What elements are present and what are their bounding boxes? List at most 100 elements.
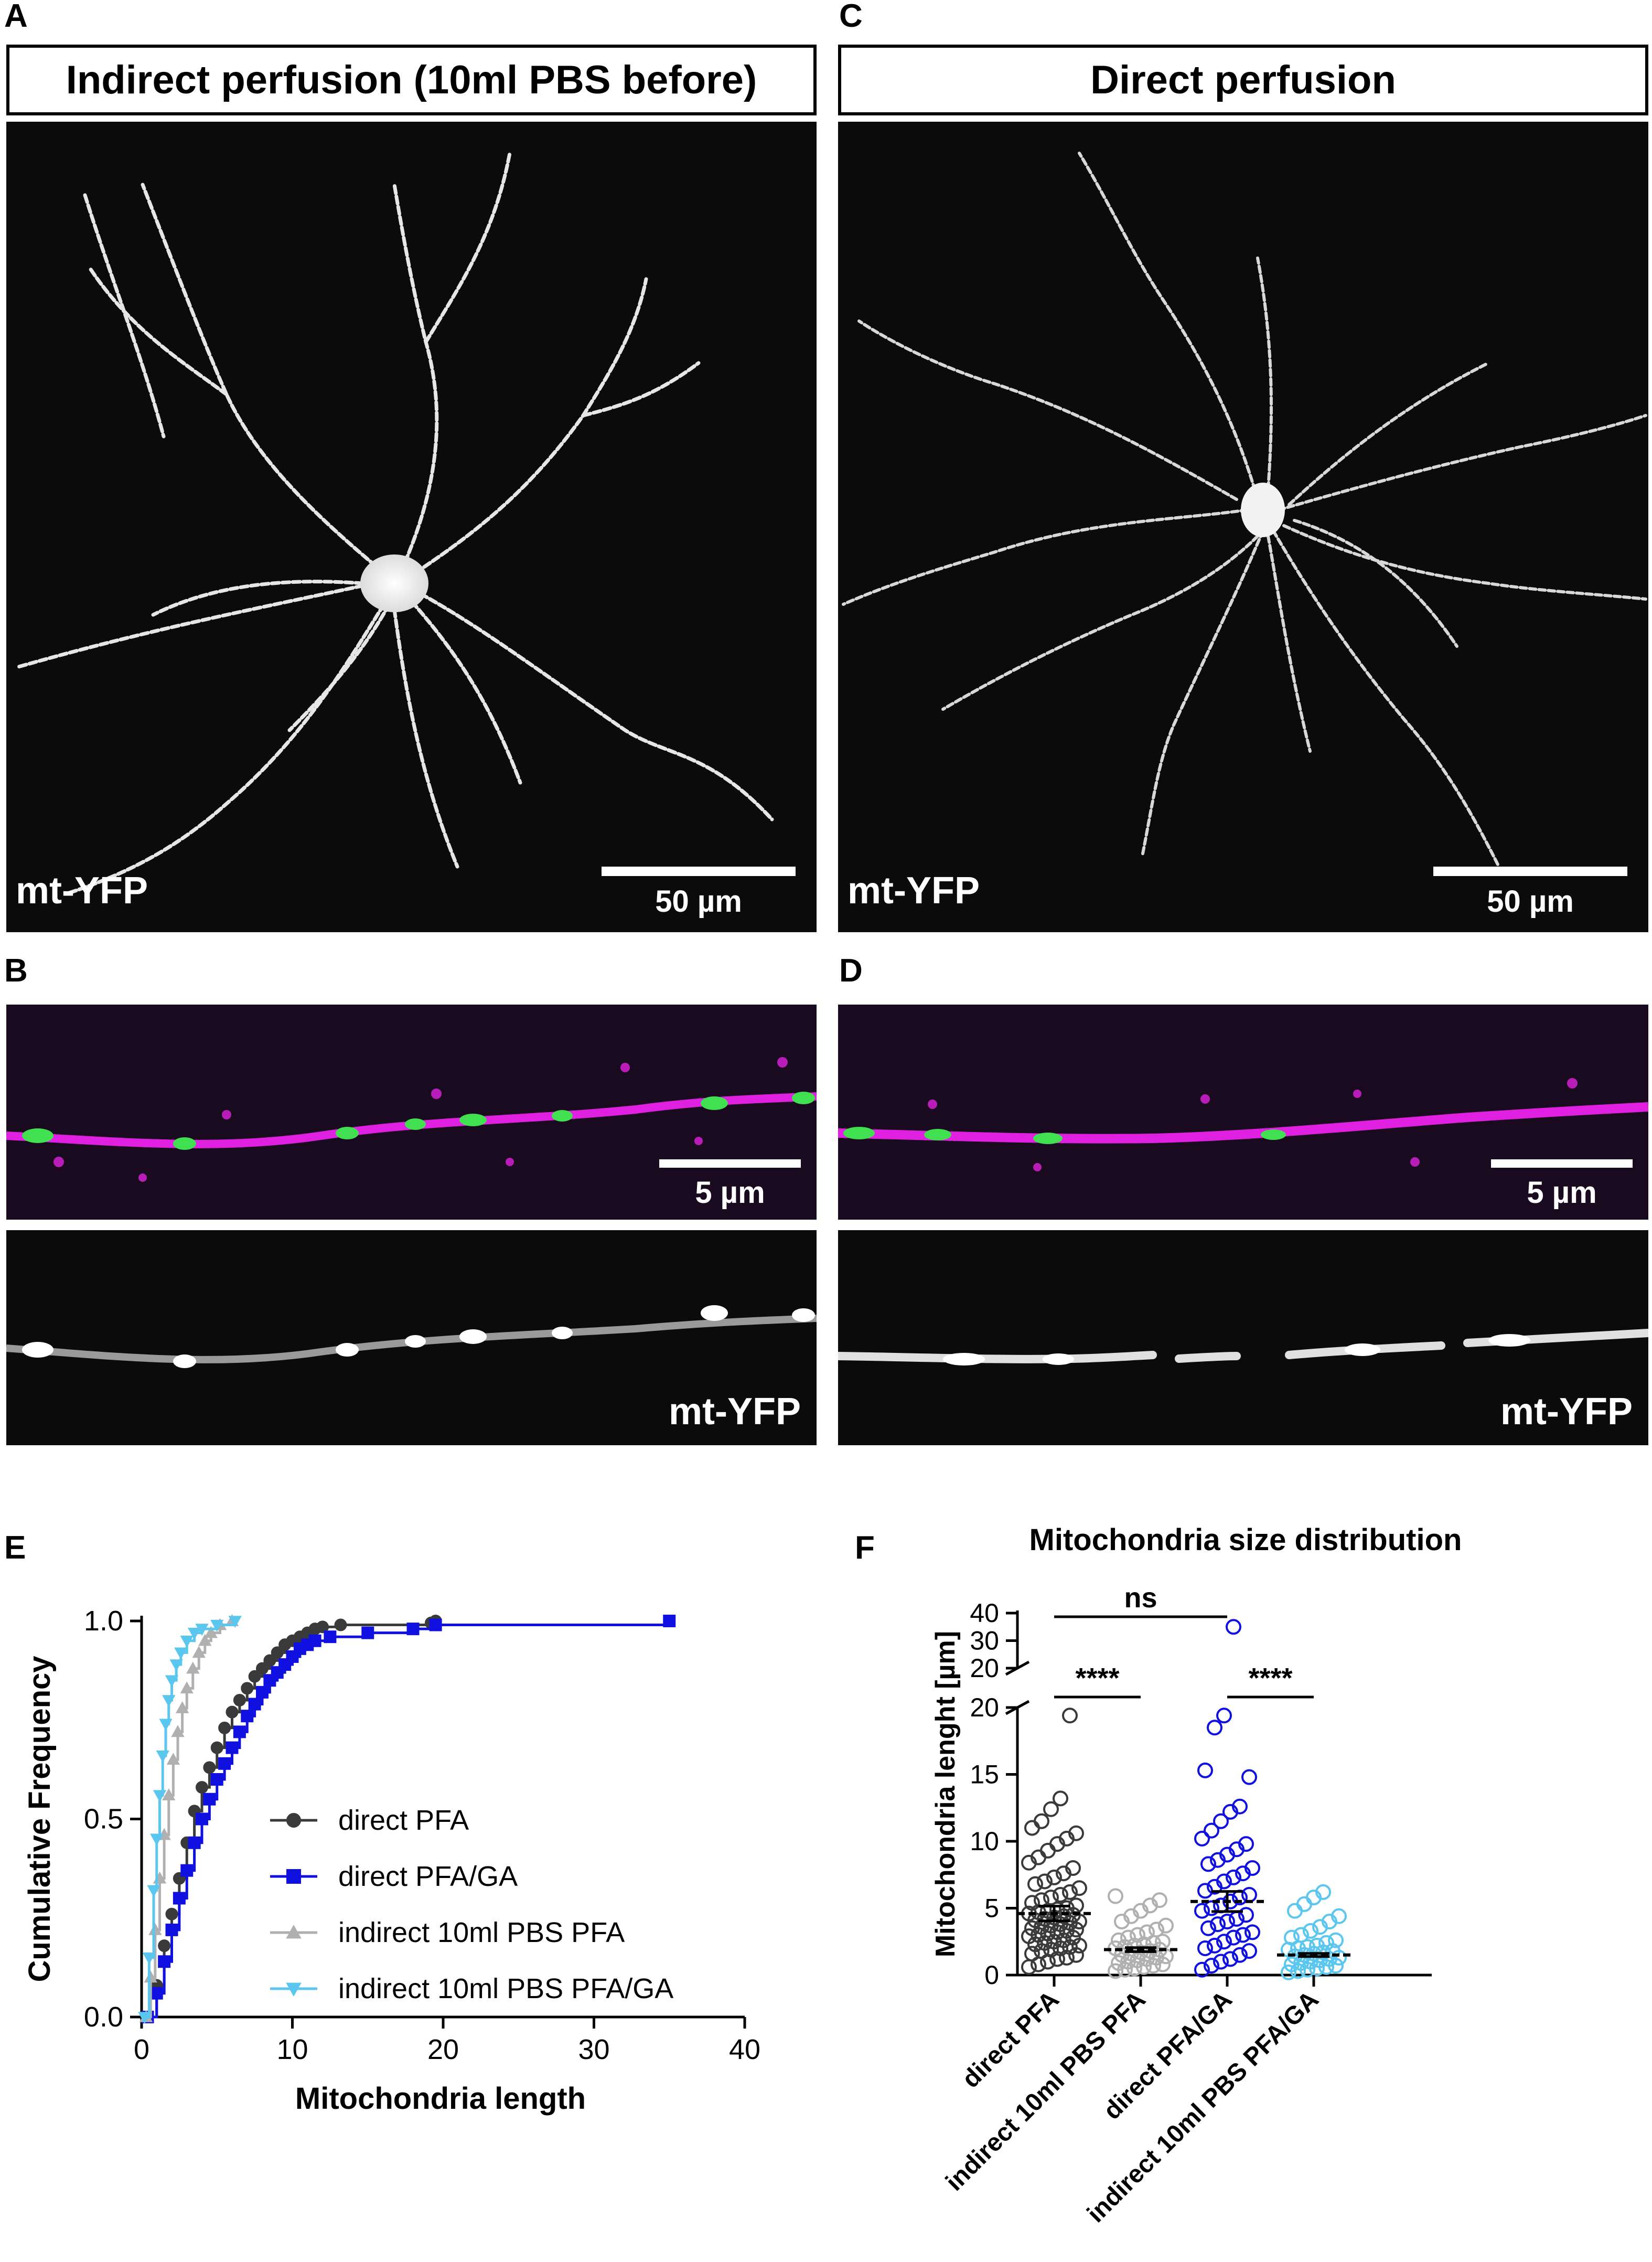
data-point-2	[1219, 1914, 1235, 1929]
scale-label-d: 5 µm	[1527, 1176, 1597, 1210]
series-point-1	[218, 1757, 231, 1770]
x-tick-label: 40	[729, 2034, 760, 2065]
data-point-1	[1139, 1924, 1155, 1940]
data-point-2	[1213, 1954, 1229, 1970]
scale-label-a: 50 µm	[655, 884, 742, 919]
series-point-0	[271, 1646, 284, 1659]
series-point-1	[196, 1812, 208, 1826]
scale-bar-c	[1433, 867, 1627, 876]
y-axis-label: Mitochondria lenght [µm]	[930, 1631, 961, 1957]
data-point-1	[1108, 1888, 1123, 1904]
y-tick-label: 5	[984, 1894, 999, 1923]
x-tick-label: 20	[427, 2034, 459, 2065]
data-point-0	[1024, 1895, 1040, 1911]
series-point-2	[175, 1701, 189, 1713]
data-point-0	[1037, 1873, 1053, 1890]
data-point-0	[1024, 1946, 1040, 1962]
dendrite-yfp-d	[838, 1329, 1648, 1365]
series-point-1	[150, 1987, 163, 2000]
series-point-2	[162, 1788, 176, 1800]
data-point-3	[1331, 1908, 1347, 1924]
series-point-0	[248, 1670, 261, 1683]
series-point-1	[188, 1836, 201, 1849]
series-point-1	[406, 1623, 420, 1636]
data-point-2	[1204, 1822, 1219, 1839]
x-tick-label: 30	[578, 2034, 609, 2065]
panel-letter-a: A	[4, 0, 28, 34]
series-point-0	[226, 1705, 239, 1719]
series-point-3	[165, 1675, 179, 1688]
data-point-2	[1207, 1937, 1222, 1954]
series-point-3	[180, 1635, 194, 1648]
stain-label-c: mt-YFP	[848, 870, 980, 912]
panel-letter-c: C	[839, 0, 863, 34]
data-point-0	[1040, 1842, 1056, 1859]
series-point-1	[233, 1725, 246, 1738]
series-point-0	[165, 1907, 178, 1920]
data-point-1	[1130, 1927, 1145, 1943]
cumulative-frequency-chart: 0 10 20 30 40 0.0 0.5 1.0 Mitochondria length Cum…	[23, 1605, 760, 2116]
data-point-0	[1046, 1869, 1062, 1885]
data-point-1	[1111, 1955, 1127, 1971]
panel-letter-f: F	[855, 1530, 875, 1566]
series-point-3	[142, 1952, 156, 1965]
series-point-2	[186, 1661, 200, 1674]
series-point-0	[196, 1781, 208, 1794]
y-tick-label: 30	[970, 1626, 999, 1656]
series-point-1	[429, 1618, 442, 1631]
panel-c-title: Direct perfusion	[838, 45, 1648, 115]
data-point-2	[1194, 1830, 1210, 1847]
series-point-0	[263, 1654, 276, 1667]
data-point-2	[1197, 1940, 1213, 1956]
data-point-2	[1235, 1927, 1251, 1943]
series-point-3	[147, 1885, 160, 1897]
series-point-3	[195, 1624, 209, 1636]
data-point-2	[1200, 1856, 1216, 1872]
data-point-2	[1216, 1873, 1232, 1890]
x-axis-label: Mitochondria length	[295, 2082, 586, 2116]
legend-label: direct PFA	[338, 1805, 469, 1836]
dendrite-merge-b	[6, 1057, 817, 1182]
series-point-0	[233, 1694, 246, 1706]
data-point-3	[1315, 1884, 1331, 1900]
series-point-2	[204, 1626, 218, 1638]
data-point-3	[1303, 1923, 1318, 1939]
neuron-image-a	[15, 151, 774, 895]
series-point-1	[308, 1634, 321, 1647]
y-tick-label: 10	[970, 1827, 999, 1856]
scale-label-c: 50 µm	[1487, 884, 1574, 919]
data-point-0	[1068, 1897, 1084, 1914]
series-point-1	[256, 1685, 269, 1699]
data-point-2	[1204, 1900, 1219, 1916]
scale-bar-b	[659, 1159, 801, 1168]
series-point-3	[156, 1750, 169, 1763]
legend-marker	[286, 1813, 301, 1828]
significance-label: ****	[1075, 1662, 1119, 1694]
y-tick-label: 40	[970, 1598, 999, 1628]
series-point-1	[248, 1698, 261, 1711]
panel-d-yfp: mt-YFP	[838, 1230, 1648, 1445]
data-point-2	[1200, 1920, 1216, 1936]
series-line-2	[146, 1621, 233, 2019]
panel-b-merge: 5 µm	[6, 1005, 817, 1220]
panel-a-micrograph: mt-YFP 50 µm	[6, 122, 817, 932]
data-point-3	[1296, 1896, 1312, 1912]
x-tick-label: 0	[134, 2034, 149, 2065]
y-tick-label: 0.5	[84, 1804, 123, 1835]
series-point-2	[148, 1923, 162, 1935]
size-distribution-chart: Mitochondria size distribution 0 5 10 15 20 20…	[930, 1523, 1462, 2228]
data-point-1	[1108, 1963, 1123, 1979]
data-point-0	[1024, 1920, 1040, 1936]
data-point-3	[1284, 1956, 1300, 1972]
series-point-1	[180, 1864, 194, 1877]
y-tick-label: 0.0	[84, 2001, 123, 2033]
legend-marker	[286, 1869, 301, 1884]
panel-d-merge: 5 µm	[838, 1005, 1648, 1220]
data-point-2	[1194, 1961, 1210, 1978]
series-point-1	[324, 1630, 337, 1644]
data-point-1	[1120, 1929, 1136, 1946]
series-point-2	[144, 1970, 157, 1983]
panel-c-micrograph: mt-YFP 50 µm	[838, 122, 1648, 932]
significance-label: ns	[1124, 1582, 1157, 1614]
series-point-1	[210, 1773, 223, 1786]
